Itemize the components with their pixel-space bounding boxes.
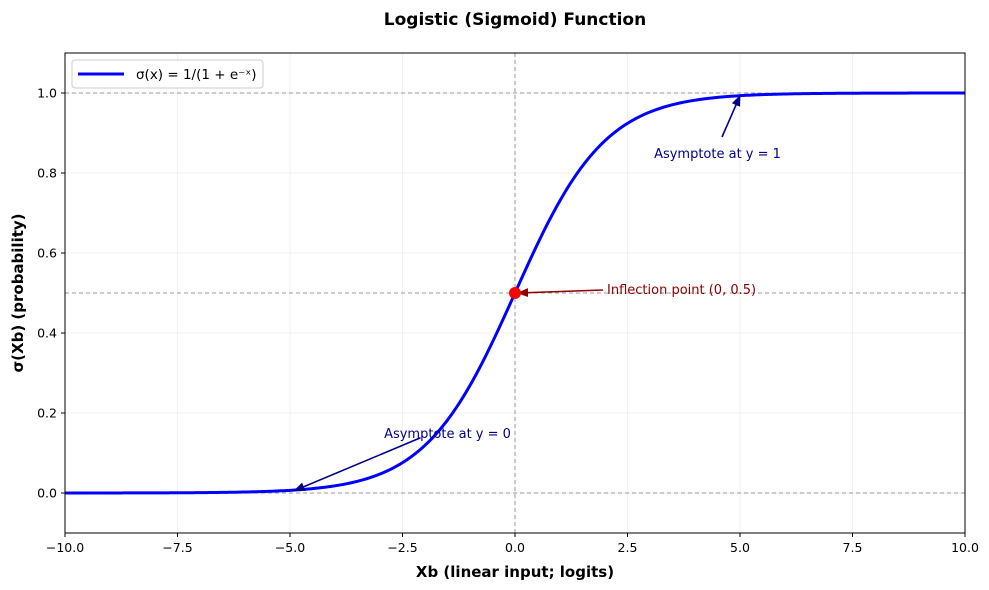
y-tick-label: 0.8	[37, 166, 57, 181]
y-tick-label: 1.0	[37, 86, 57, 101]
y-tick-label: 0.4	[37, 326, 57, 341]
x-tick-label: 2.5	[618, 540, 638, 555]
annotation-text: Asymptote at y = 1	[654, 147, 781, 162]
legend: σ(x) = 1/(1 + e⁻ˣ)	[71, 59, 264, 89]
annotation-arrow	[293, 437, 421, 492]
x-tick-label: 0.0	[505, 540, 525, 555]
x-axis-ticks: −10.0 −7.5 −5.0 −2.5 0.0 2.5 5.0 7.5 10.0	[46, 533, 979, 555]
x-tick-label: −5.0	[275, 540, 305, 555]
legend-label: σ(x) = 1/(1 + e⁻ˣ)	[136, 67, 257, 83]
x-axis-label: Xb (linear input; logits)	[416, 563, 614, 581]
legend-box	[71, 59, 264, 89]
inflection-point-marker	[509, 287, 521, 299]
chart-title: Logistic (Sigmoid) Function	[384, 10, 646, 30]
x-tick-label: 5.0	[730, 540, 750, 555]
x-tick-label: −7.5	[162, 540, 192, 555]
y-tick-label: 0.2	[37, 406, 57, 421]
x-tick-label: 7.5	[843, 540, 863, 555]
x-tick-label: −10.0	[46, 540, 84, 555]
x-tick-label: −2.5	[387, 540, 417, 555]
annotations: Inflection point (0, 0.5) Asymptote at y …	[293, 94, 781, 492]
annotation-arrow	[721, 94, 741, 138]
x-tick-label: 10.0	[951, 540, 979, 555]
annotation-text: Asymptote at y = 0	[384, 427, 511, 442]
y-axis-ticks: 0.0 0.2 0.4 0.6 0.8 1.0	[37, 86, 65, 501]
annotation-arrow	[516, 288, 604, 298]
annotation-text: Inflection point (0, 0.5)	[607, 283, 756, 298]
y-tick-label: 0.6	[37, 246, 57, 261]
y-tick-label: 0.0	[37, 486, 57, 501]
y-axis-label: σ(Xb) (probability)	[9, 213, 27, 372]
